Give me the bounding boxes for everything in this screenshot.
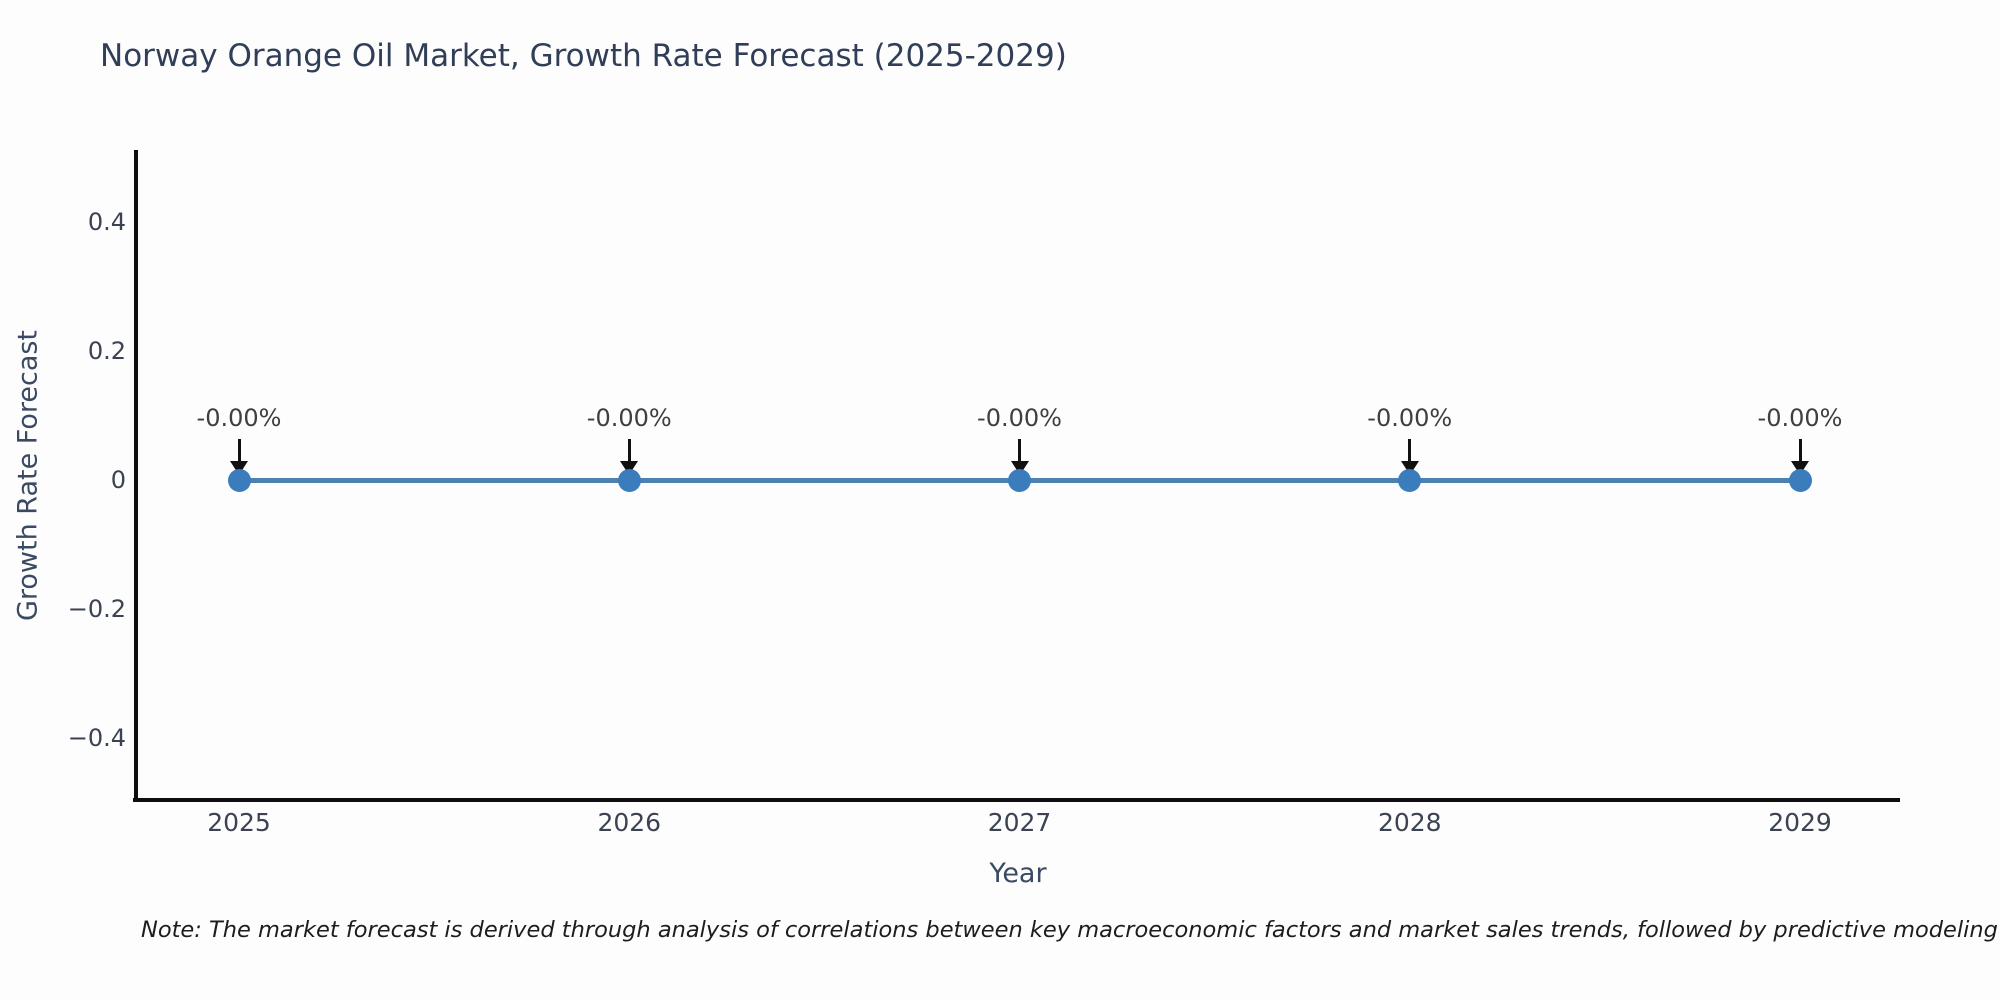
- y-tick-label: −0.4: [67, 724, 126, 752]
- y-tick-label: 0: [110, 466, 126, 494]
- y-axis-line: [134, 150, 138, 802]
- chart-title: Norway Orange Oil Market, Growth Rate Fo…: [100, 38, 1067, 74]
- x-tick-label: 2025: [207, 808, 271, 837]
- data-point-marker: [1788, 468, 1812, 492]
- annotation-value-label: -0.00%: [1367, 404, 1453, 432]
- data-point-marker: [1398, 468, 1422, 492]
- annotation-arrow-shaft: [1408, 439, 1412, 463]
- annotation-arrow-shaft: [237, 439, 241, 463]
- annotation-arrow-shaft: [1018, 439, 1021, 463]
- y-tick-label: −0.2: [67, 595, 126, 623]
- footnote: Note: The market forecast is derived thr…: [141, 917, 2000, 943]
- annotation-arrow-shaft: [627, 439, 631, 463]
- annotation-value-label: -0.00%: [196, 404, 282, 432]
- y-tick-label: 0.2: [87, 337, 126, 365]
- x-tick-label: 2026: [597, 808, 662, 837]
- annotation-arrow-shaft: [1798, 439, 1802, 463]
- x-tick-label: 2029: [1768, 808, 1832, 837]
- y-tick-label: 0.4: [87, 208, 126, 236]
- data-point-marker: [1008, 468, 1031, 492]
- annotation-value-label: -0.00%: [586, 404, 672, 432]
- data-point-marker: [227, 468, 251, 492]
- x-axis-title: Year: [989, 858, 1047, 889]
- annotation-value-label: -0.00%: [1757, 404, 1843, 432]
- x-tick-label: 2027: [987, 808, 1052, 837]
- x-tick-label: 2028: [1377, 808, 1442, 837]
- x-axis-line: [133, 798, 1900, 802]
- annotation-value-label: -0.00%: [977, 404, 1062, 432]
- data-point-marker: [617, 468, 641, 492]
